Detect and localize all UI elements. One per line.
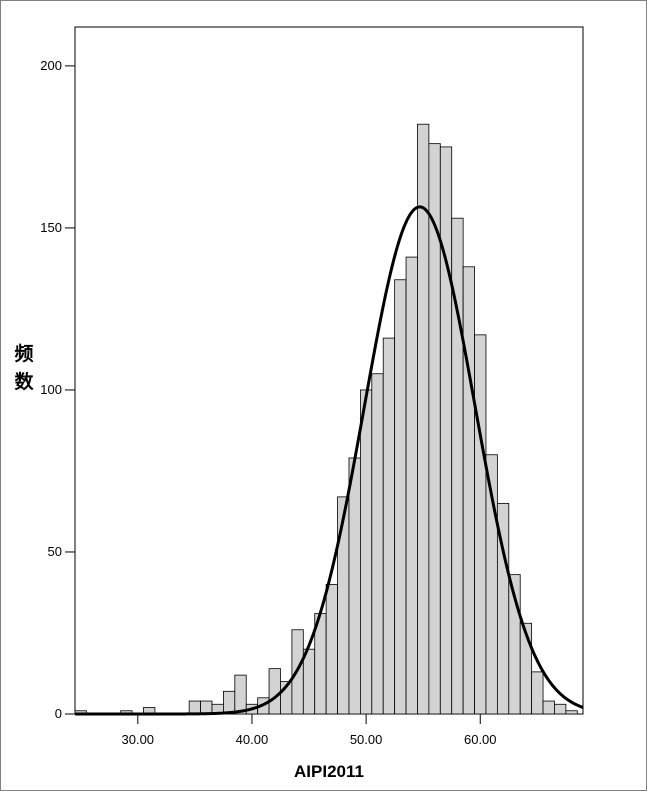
y-tick-label: 100 [40,382,62,397]
histogram-bar [462,266,475,715]
x-tick-label: 30.00 [122,732,155,747]
y-tick-label: 50 [48,544,62,559]
histogram-bar [542,700,555,715]
histogram-bar [565,710,578,715]
histogram-bar [474,334,487,715]
histogram-bar [200,700,213,715]
normal-curve [75,205,584,716]
x-axis: 30.00 40.00 50.00 60.00 [122,714,497,747]
histogram-bar [405,256,418,715]
x-tick-label: 50.00 [350,732,383,747]
histogram-bar [382,337,396,715]
histogram-bar [428,143,441,715]
histogram-bar [554,703,567,715]
histogram-bar [188,700,201,715]
y-axis-title: 频数 [14,342,34,393]
histogram-bar [519,622,533,715]
x-axis-title: AIPI2011 [294,762,364,781]
histogram-bar [439,146,453,715]
histogram-bar [325,583,338,715]
y-tick-label: 150 [40,220,62,235]
histogram-bar [302,648,316,715]
histogram-bar [371,373,384,715]
histogram-bar [348,457,361,715]
x-tick-label: 60.00 [464,732,497,747]
histogram-bar [531,671,544,715]
x-tick-label: 40.00 [236,732,269,747]
histogram-bar [359,389,373,715]
histogram-bar [394,279,407,715]
histogram-bar [268,668,281,715]
histogram-bar [337,496,350,715]
y-axis-title-char: 频 [14,342,33,365]
y-axis-title-char: 数 [14,370,34,393]
y-tick-label: 0 [55,706,62,721]
histogram-bar [223,690,236,715]
y-tick-label: 200 [40,58,62,73]
y-axis: 0 50 100 150 200 [40,58,75,721]
histogram-bar [234,674,247,715]
